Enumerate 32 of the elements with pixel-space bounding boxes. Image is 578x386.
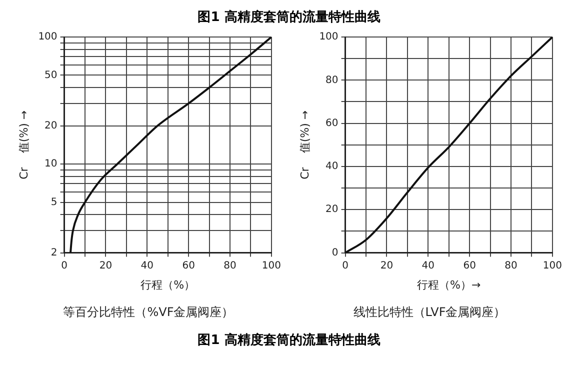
x-tick-label: 60: [182, 260, 194, 272]
x-tick-label: 40: [140, 260, 154, 272]
y-tick-label: 100: [38, 32, 57, 43]
x-tick-label: 100: [261, 260, 281, 272]
x-tick-label: 80: [223, 260, 236, 272]
y-tick-label: 5: [50, 196, 57, 208]
y-tick-label: 20: [44, 120, 57, 132]
x-axis-title: 行程（%）: [140, 278, 195, 292]
y-tick-label: 10: [44, 158, 57, 170]
x-tick-label: 0: [60, 260, 67, 272]
y-tick-label: 20: [325, 204, 338, 216]
text: 图1 高精度套筒的流量特性曲线: [196, 332, 382, 349]
text: 等百分比特性（%VF金属阀座）: [63, 304, 234, 321]
x-tick-label: 60: [462, 260, 476, 272]
x-tick-label: 20: [98, 260, 112, 272]
x-tick-label: 0: [342, 260, 348, 272]
y-tick-label: 50: [44, 70, 57, 81]
text: 线性比特性（LVF金属阀座）: [353, 304, 506, 321]
x-tick-label: 40: [421, 260, 434, 272]
y-axis-title: Cr 值(%) →: [16, 110, 30, 180]
y-tick-label: 80: [325, 74, 338, 86]
y-tick-label: 100: [318, 32, 338, 43]
x-tick-label: 100: [542, 260, 562, 272]
y-axis-title: Cr 值(%) →: [298, 110, 311, 180]
y-tick-label: 60: [325, 118, 338, 129]
x-tick-label: 80: [504, 260, 517, 272]
y-tick-label: 0: [331, 247, 338, 258]
x-axis-title: 行程（%）→: [416, 278, 480, 292]
y-tick-label: 2: [50, 247, 57, 258]
y-tick-label: 40: [325, 161, 338, 172]
x-tick-label: 20: [380, 260, 393, 272]
chart-title: 图1 高精度套筒的流量特性曲线: [196, 8, 382, 27]
